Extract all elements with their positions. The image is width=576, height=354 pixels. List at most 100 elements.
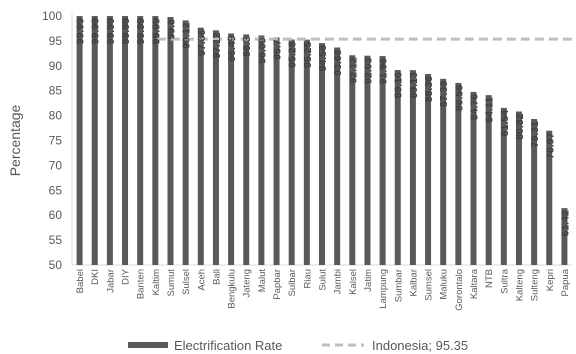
category-label-babel: Babel [75,269,86,293]
y-tick-label-55: 55 [49,233,63,247]
category-label-riau: Riau [302,269,313,289]
bar-sumsel [425,73,432,266]
category-label-aceh: Aceh [196,269,207,291]
category-label-gorontalo: Gorontalo [454,269,465,311]
data-label-sulut: 94.56 [317,45,329,71]
legend-label-electrification-rate: Electrification Rate [174,338,282,353]
data-label-kaltara: 84.76 [469,94,481,120]
bar-kaltim [152,16,159,265]
bar-dki [91,16,98,265]
bar-sumut [167,16,174,265]
category-label-sulteng: Sulteng [530,269,541,301]
y-tick-label-100: 100 [42,9,62,23]
bar-jateng [243,34,250,266]
data-label-jatim: 92.03 [362,58,374,84]
bar-kalbar [409,70,416,265]
bar-lampung [379,56,386,265]
category-label-diy: DIY [121,268,132,285]
data-label-kepri: 76.97 [544,133,556,159]
x-axis-category-labels: Babel DKI Jabar DIY Banten Kaltim Sumut Sulsel A… [75,268,571,310]
legend-label-indonesia: Indonesia; 95.35 [372,338,468,353]
data-label-sulbar: 95.28 [287,41,299,67]
bar-papua [561,208,568,265]
data-label-dki: 99.99 [90,18,102,44]
legend-swatch-electrification-rate [128,342,168,348]
data-label-papbar: 95.7 [272,39,284,60]
category-label-jateng: Jateng [242,269,253,298]
bars [76,16,568,266]
category-label-kalteng: Kalteng [514,269,525,301]
data-label-sumsel: 88.36 [423,76,435,102]
bar-sulsel [182,20,189,265]
data-label-jabar: 99.99 [105,18,117,44]
category-label-lampung: Lampung [378,269,389,309]
bar-sulteng [531,119,538,266]
bar-jabar [106,16,113,265]
bar-ntb [485,95,492,265]
data-label-ntb: 84.11 [484,97,496,123]
y-tick-label-90: 90 [49,59,63,73]
data-label-sumbar: 89.16 [393,72,405,98]
data-label-aceh: 97.66 [196,29,208,55]
category-label-jabar: Jabar [105,269,116,293]
y-axis-title: Percentage [7,104,23,176]
bar-maluku [440,78,447,266]
bar-riau [303,39,310,265]
category-label-kalbar: Kalbar [408,269,419,296]
category-label-banten: Banten [136,269,147,299]
category-label-maluku: Maluku [439,269,450,300]
category-label-sultra: Sultra [499,268,510,294]
bar-kepri [546,130,553,265]
y-axis-ticks: 50 55 60 65 70 75 80 85 90 95 100 [42,9,62,272]
bar-sultra [500,107,507,265]
category-label-jambi: Jambi [333,269,344,294]
bar-gorontalo [455,82,462,265]
data-label-sulteng: 79.31 [529,121,541,147]
y-tick-label-60: 60 [49,208,63,222]
bar-sumbar [394,69,401,265]
bar-aceh [197,27,204,266]
data-label-kalteng: 80.82 [514,113,526,139]
bar-kalsel [349,55,356,265]
legend: Electrification Rate Indonesia; 95.35 [128,338,468,353]
bar-jambi [334,47,341,265]
category-label-kepri: Kepri [545,269,556,291]
category-label-sumut: Sumut [166,269,177,297]
data-label-kalbar: 89.13 [408,72,420,98]
category-label-sumbar: Sumbar [393,269,404,302]
category-label-bengkulu: Bengkulu [227,269,238,309]
category-label-kaltim: Kaltim [151,269,162,295]
data-label-kalsel: 92.12 [347,57,359,83]
category-label-jatim: Jatim [363,269,374,292]
data-label-bengkulu: 96.49 [226,35,238,61]
bar-jatim [364,55,371,266]
bar-papbar [273,37,280,265]
data-label-maluku: 87.39 [438,81,450,107]
data-label-malut: 96.09 [256,37,268,63]
data-label-gorontalo: 86.56 [453,85,465,111]
category-label-dki: DKI [90,269,101,285]
bar-babel [76,16,83,265]
y-axis-title-group: Percentage [7,104,23,176]
y-tick-label-75: 75 [49,134,63,148]
bar-bengkulu [228,33,235,266]
data-label-banten: 99.99 [135,18,147,44]
data-label-bali: 97.12 [211,32,223,58]
category-label-ntb: NTB [484,269,495,288]
bar-diy [122,16,129,265]
category-label-papbar: Papbar [272,269,283,300]
data-label-riau: 95.25 [302,42,314,68]
category-label-bali: Bali [211,269,222,285]
category-label-sulbar: Sulbar [287,269,298,296]
bar-malut [258,35,265,265]
bar-kalteng [515,111,522,265]
category-label-malut: Malut [257,269,268,293]
category-label-kaltara: Kaltara [469,268,480,299]
bar-banten [137,16,144,265]
bar-sulbar [288,39,295,265]
data-label-sulsel: 99.12 [181,22,193,48]
bar-sulut [319,43,325,265]
data-label-babel: 99.99 [75,18,87,44]
category-label-kalsel: Kalsel [348,269,359,295]
